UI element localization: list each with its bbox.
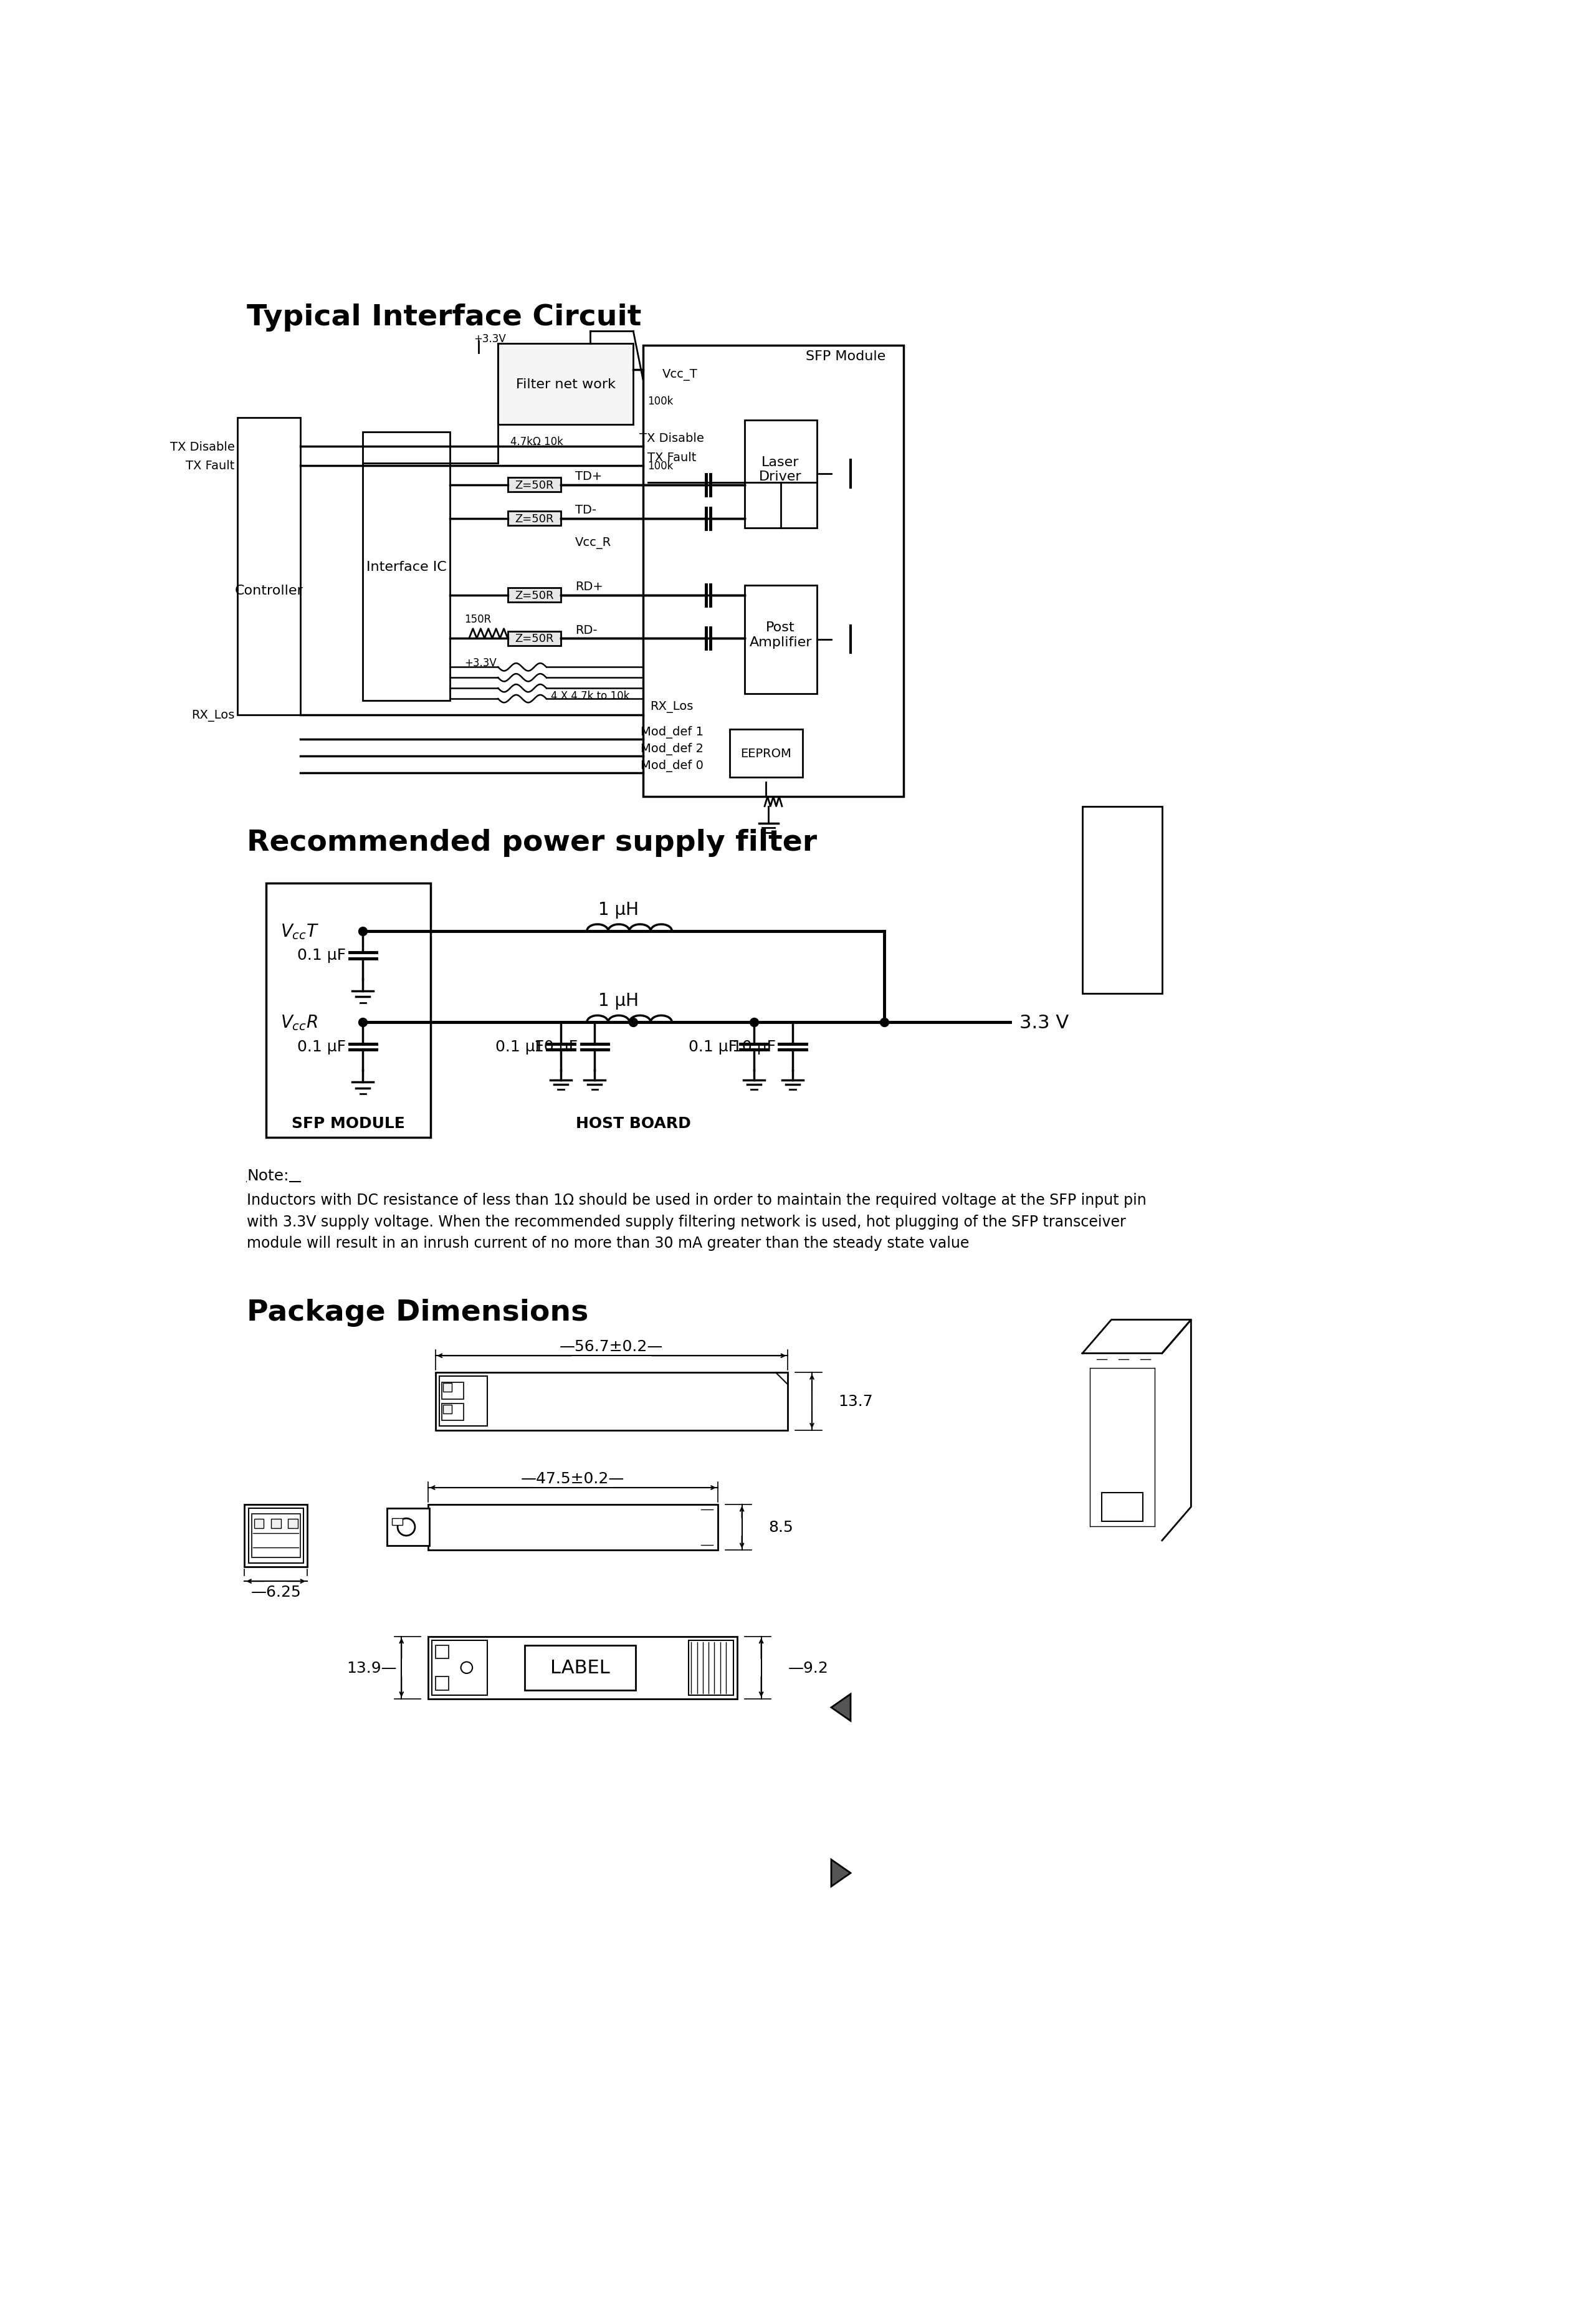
Text: 4.7kΩ 10k: 4.7kΩ 10k — [510, 437, 563, 449]
Text: Mod_def 0: Mod_def 0 — [640, 760, 704, 772]
Text: HOST BOARD: HOST BOARD — [575, 1116, 691, 1132]
Bar — [427, 1504, 718, 1550]
Text: +3.3V: +3.3V — [464, 658, 496, 669]
Text: TX Fault: TX Fault — [647, 451, 696, 462]
Bar — [508, 511, 561, 525]
Text: Mod_def 1: Mod_def 1 — [640, 725, 704, 739]
Bar — [272, 1520, 281, 1529]
Bar — [442, 1404, 464, 1420]
Text: Z=50R: Z=50R — [515, 590, 553, 602]
Text: TX Disable: TX Disable — [170, 442, 235, 453]
Bar — [508, 588, 561, 602]
Bar — [644, 346, 904, 797]
Text: Controller: Controller — [235, 586, 303, 597]
Text: Post
Amplifier: Post Amplifier — [750, 621, 812, 648]
Text: Mod_def 2: Mod_def 2 — [640, 744, 704, 755]
Text: 4 X 4.7k to 10k: 4 X 4.7k to 10k — [551, 690, 629, 702]
Text: Note:: Note: — [246, 1169, 289, 1183]
Text: with 3.3V supply voltage. When the recommended supply filtering network is used,: with 3.3V supply voltage. When the recom… — [246, 1213, 1127, 1229]
Bar — [508, 632, 561, 646]
Text: Recommended power supply filter: Recommended power supply filter — [246, 830, 817, 858]
Text: RX_Los: RX_Los — [192, 709, 235, 720]
Text: EEPROM: EEPROM — [740, 748, 791, 760]
Text: TX Fault: TX Fault — [186, 460, 235, 472]
Bar — [427, 1636, 737, 1699]
Bar — [1101, 1492, 1142, 1522]
Bar — [237, 418, 300, 716]
Text: 1 μH: 1 μH — [599, 992, 639, 1009]
Bar — [443, 1383, 451, 1392]
Text: 0.1 μF: 0.1 μF — [688, 1039, 737, 1055]
Bar — [508, 479, 561, 493]
Text: $V_{cc}R$: $V_{cc}R$ — [281, 1013, 318, 1032]
Text: —47.5±0.2—: —47.5±0.2— — [521, 1471, 624, 1485]
Text: 13.7: 13.7 — [839, 1394, 874, 1408]
Bar — [251, 1515, 300, 1557]
Text: RD+: RD+ — [575, 581, 604, 593]
Bar — [245, 1504, 307, 1566]
Text: Z=50R: Z=50R — [515, 479, 553, 490]
Text: Typical Interface Circuit: Typical Interface Circuit — [246, 302, 642, 332]
Text: Vcc_T: Vcc_T — [663, 370, 698, 381]
Text: Filter net work: Filter net work — [516, 379, 615, 390]
Bar — [435, 1645, 448, 1659]
Text: TX Disable: TX Disable — [639, 432, 704, 444]
Text: 13.9—: 13.9— — [346, 1659, 397, 1676]
Polygon shape — [831, 1859, 850, 1887]
Text: —6.25: —6.25 — [251, 1585, 300, 1599]
Bar — [442, 1383, 464, 1399]
Text: 0.1 μF: 0.1 μF — [496, 1039, 543, 1055]
Text: RD-: RD- — [575, 625, 597, 637]
Text: Package Dimensions: Package Dimensions — [246, 1299, 588, 1327]
Text: module will result in an inrush current of no more than 30 mA greater than the s: module will result in an inrush current … — [246, 1236, 969, 1250]
Text: 0.1 μF: 0.1 μF — [297, 1039, 346, 1055]
Text: TD-: TD- — [575, 504, 596, 516]
Text: SFP MODULE: SFP MODULE — [292, 1116, 405, 1132]
Text: 0.1 μF: 0.1 μF — [297, 948, 346, 962]
Bar — [497, 344, 634, 425]
Bar — [435, 1373, 788, 1429]
Text: 8.5: 8.5 — [769, 1520, 793, 1534]
Polygon shape — [831, 1694, 850, 1722]
Bar — [744, 586, 817, 695]
Bar — [524, 1645, 636, 1690]
Bar — [432, 1641, 488, 1694]
Text: 10 μF: 10 μF — [733, 1039, 775, 1055]
Text: Laser
Driver: Laser Driver — [760, 456, 802, 483]
Text: Inductors with DC resistance of less than 1Ω should be used in order to maintain: Inductors with DC resistance of less tha… — [246, 1192, 1147, 1208]
Text: LABEL: LABEL — [550, 1659, 610, 1678]
Text: 150R: 150R — [464, 614, 491, 625]
Bar — [254, 1520, 264, 1529]
Bar — [288, 1520, 297, 1529]
Bar — [388, 1508, 429, 1545]
Text: Interface IC: Interface IC — [365, 560, 447, 574]
Text: 100k: 100k — [648, 395, 674, 407]
Text: —56.7±0.2—: —56.7±0.2— — [559, 1339, 663, 1355]
Bar — [392, 1518, 402, 1525]
Text: Z=50R: Z=50R — [515, 632, 553, 644]
Bar — [435, 1678, 448, 1690]
Text: +3.3V: +3.3V — [474, 332, 507, 344]
Text: TD+: TD+ — [575, 472, 602, 483]
Bar — [248, 1508, 303, 1564]
Bar — [267, 883, 431, 1139]
Text: —9.2: —9.2 — [788, 1659, 828, 1676]
Text: 3.3 V: 3.3 V — [1020, 1013, 1069, 1032]
Text: RX_Los: RX_Los — [650, 702, 693, 713]
Text: 1 μH: 1 μH — [599, 902, 639, 918]
Text: $V_{cc}T$: $V_{cc}T$ — [281, 923, 319, 941]
Text: Vcc_R: Vcc_R — [575, 537, 612, 548]
Bar — [439, 1376, 488, 1427]
Bar — [443, 1406, 451, 1413]
Bar — [744, 421, 817, 528]
Text: Z=50R: Z=50R — [515, 514, 553, 525]
Bar — [688, 1641, 733, 1694]
Bar — [362, 432, 450, 702]
Text: SFP Module: SFP Module — [806, 351, 885, 363]
Text: 100k: 100k — [648, 460, 674, 472]
Text: 10 μF: 10 μF — [534, 1039, 578, 1055]
Bar — [729, 730, 802, 779]
